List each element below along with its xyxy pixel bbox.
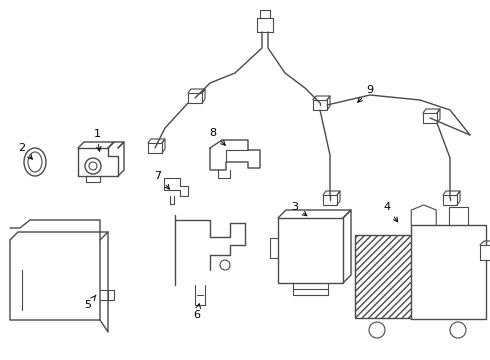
Text: 8: 8 bbox=[209, 128, 225, 145]
Text: 6: 6 bbox=[194, 304, 200, 320]
Circle shape bbox=[450, 322, 466, 338]
Bar bbox=[148, 143, 162, 153]
Bar bbox=[480, 245, 490, 260]
Bar bbox=[188, 93, 202, 103]
Text: 2: 2 bbox=[19, 143, 32, 159]
Bar bbox=[278, 218, 343, 283]
Bar bbox=[443, 195, 457, 205]
Bar bbox=[423, 113, 437, 123]
Bar bbox=[323, 195, 337, 205]
Circle shape bbox=[85, 158, 101, 174]
Bar bbox=[313, 100, 327, 110]
Circle shape bbox=[89, 162, 97, 170]
Text: 3: 3 bbox=[292, 202, 307, 216]
Bar bbox=[355, 235, 424, 318]
Text: 7: 7 bbox=[154, 171, 170, 189]
Text: 5: 5 bbox=[84, 295, 96, 310]
Circle shape bbox=[369, 322, 385, 338]
Text: 4: 4 bbox=[384, 202, 398, 222]
Text: 1: 1 bbox=[94, 129, 101, 151]
Bar bbox=[411, 225, 486, 319]
Circle shape bbox=[220, 260, 230, 270]
Text: 9: 9 bbox=[358, 85, 373, 102]
